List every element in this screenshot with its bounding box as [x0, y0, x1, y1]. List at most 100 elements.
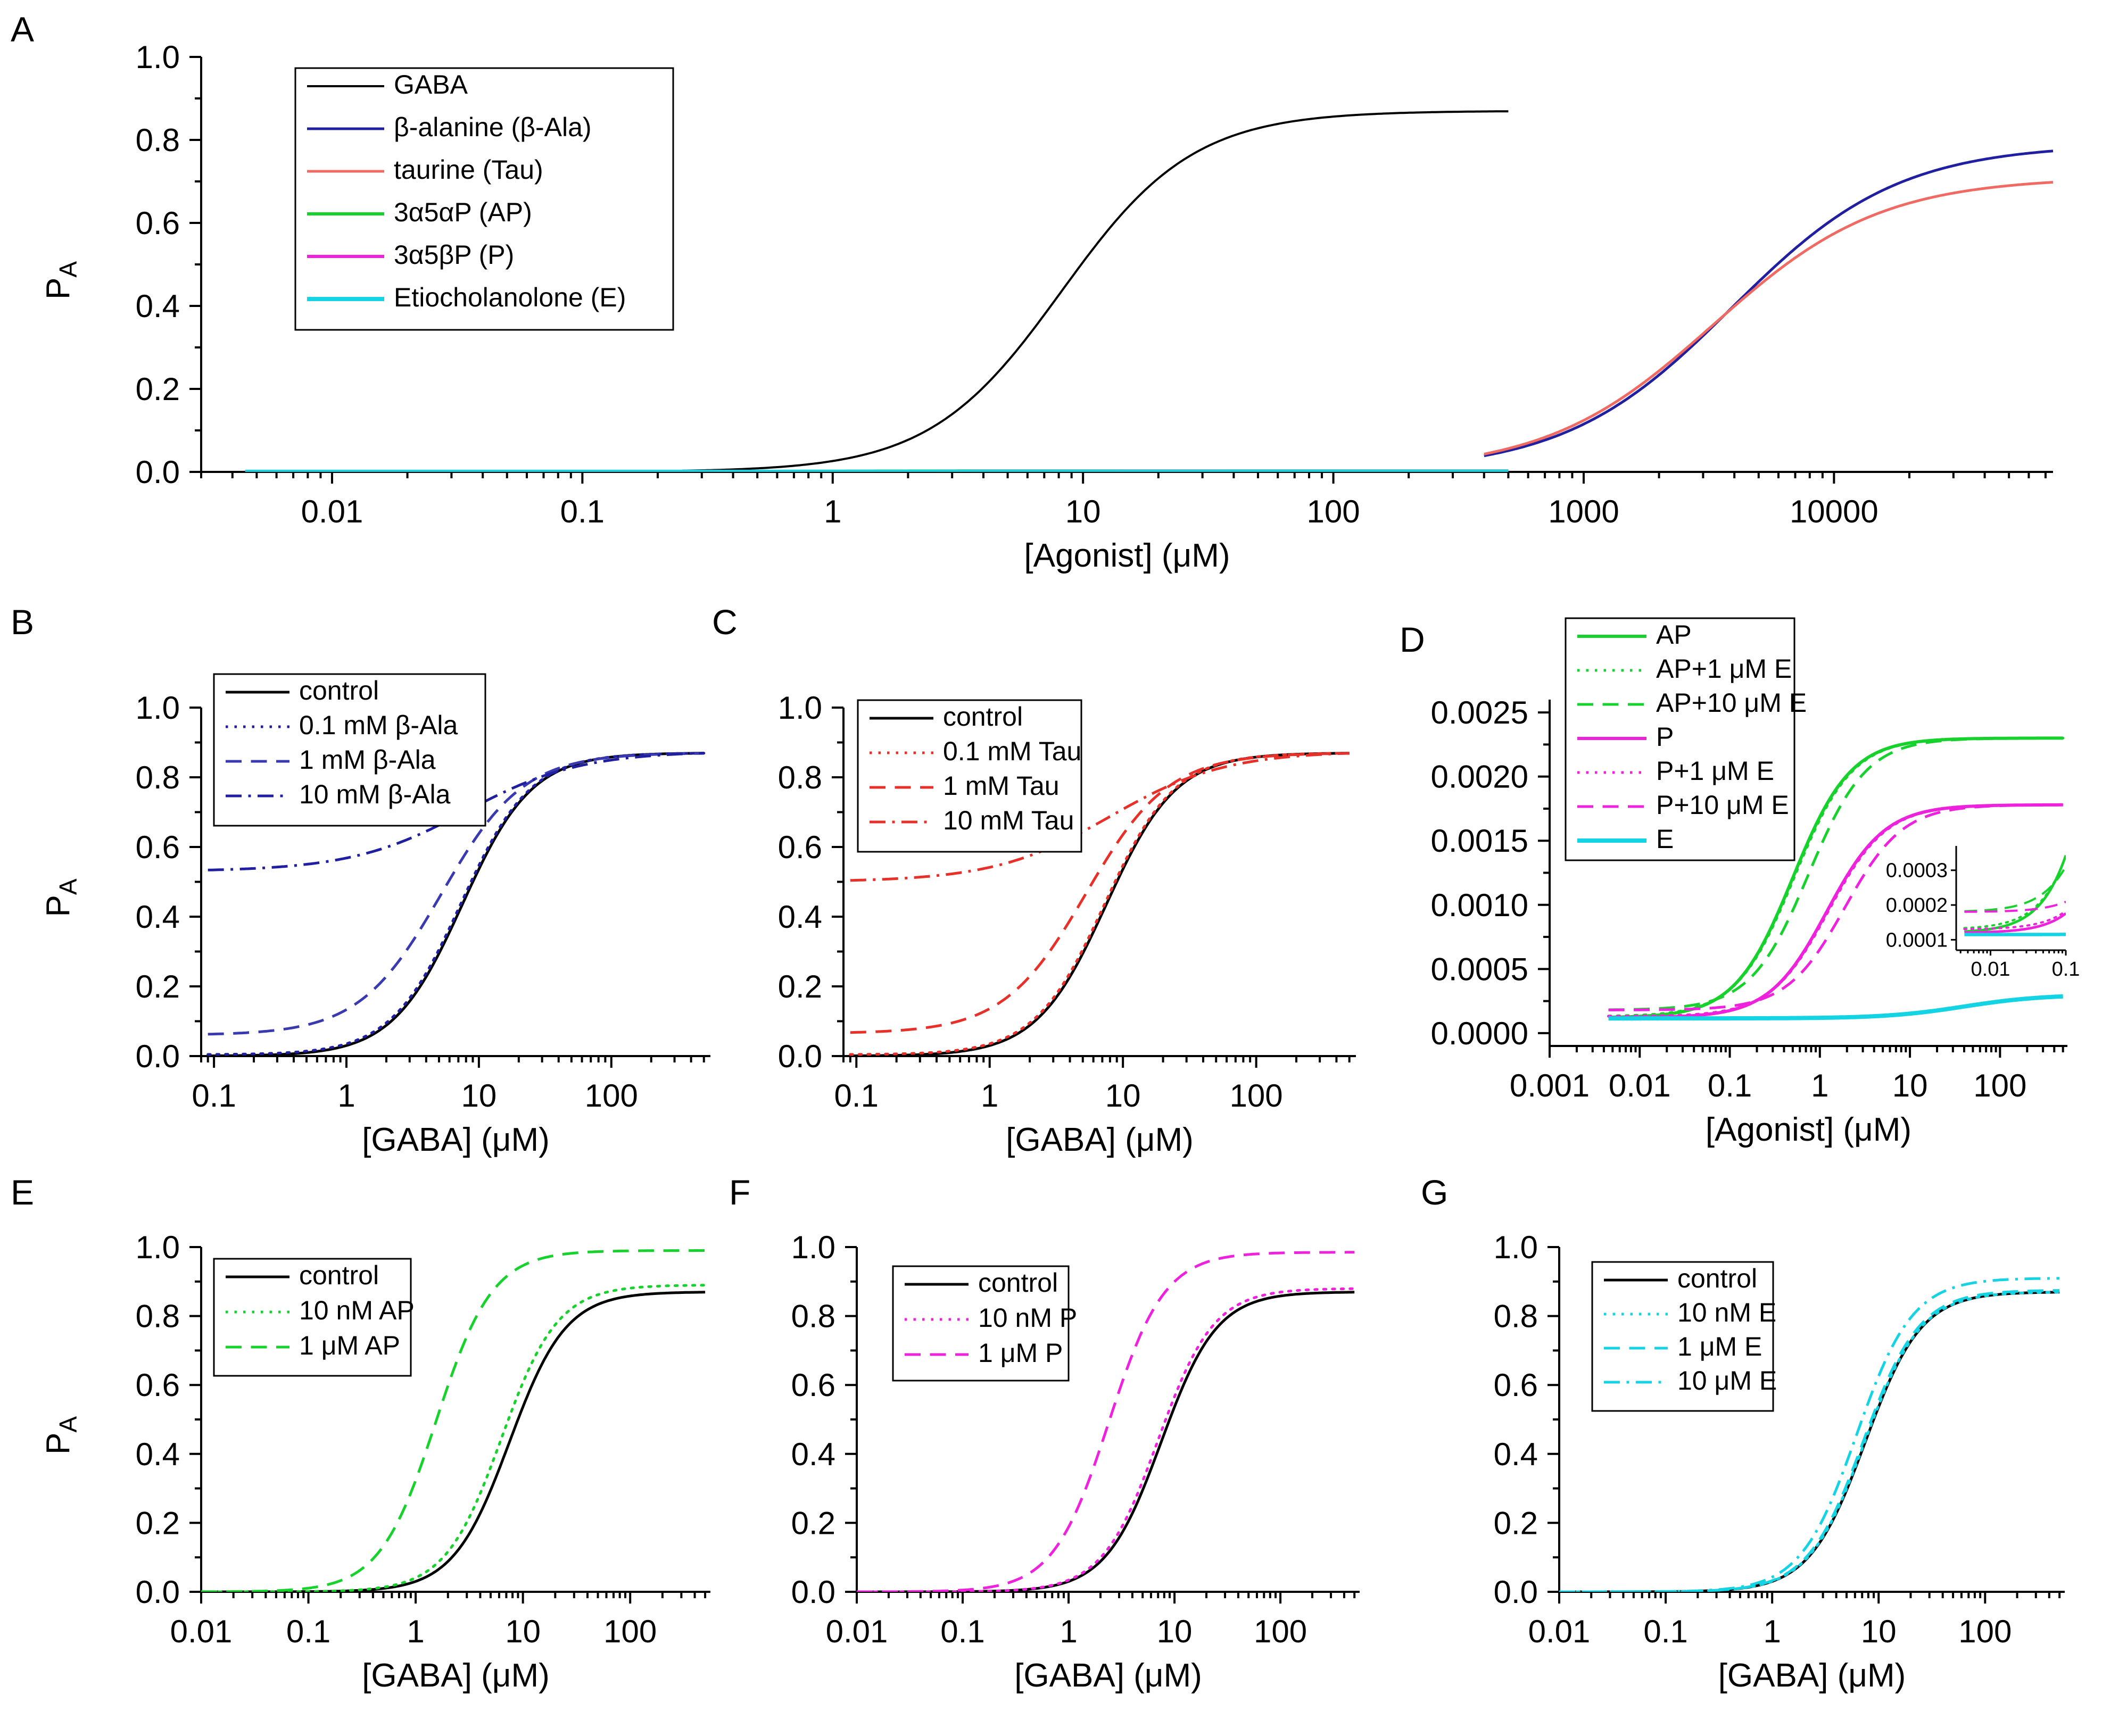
series-line-10-m-e: [1559, 1277, 2060, 1592]
y-tick-label: 0.0: [1494, 1574, 1538, 1610]
y-tick-label: 0.0: [136, 454, 180, 490]
x-tick-label: 0.1: [286, 1614, 330, 1649]
y-tick-label: 1.0: [1494, 1230, 1538, 1265]
x-axis-title: [Agonist] (μM): [1706, 1111, 1911, 1148]
legend: AP AP+1 μM E AP+10 μM E P P+1 μM E P+10 μM E E: [1565, 617, 1807, 861]
y-tick-label: 0.6: [1494, 1367, 1538, 1403]
series-line-e: [1608, 994, 2064, 1021]
series-line-10-nm-ap: [201, 1284, 707, 1592]
legend-label: 10 nM E: [1677, 1298, 1776, 1327]
x-axis-title: [GABA] (μM): [1014, 1657, 1202, 1694]
panel-letter: D: [1400, 620, 1425, 659]
series-line-1-m-e: [1559, 1289, 2060, 1592]
x-axis-title: [GABA] (μM): [1718, 1657, 1906, 1694]
x-tick-label: 100: [1973, 1068, 2026, 1103]
legend-label: 10 mM β-Ala: [299, 779, 451, 809]
y-tick-label: 0.2: [778, 969, 822, 1004]
x-tick-label: 1: [1763, 1614, 1781, 1649]
x-tick-label: 0.1: [560, 494, 605, 529]
x-tick-label: 1: [337, 1078, 355, 1114]
y-axis-title: PA: [40, 261, 82, 300]
y-tick-label: 0.8: [136, 122, 180, 158]
legend-frame: [857, 699, 1082, 853]
y-axis-title-main: P: [40, 895, 77, 917]
y-axis-title-sub: A: [54, 878, 82, 895]
x-tick-label: 0.1: [940, 1614, 984, 1649]
panel-letter: G: [1421, 1173, 1448, 1212]
y-tick-label: 0.8: [778, 760, 822, 795]
y-tick-label: 0.4: [791, 1436, 835, 1472]
y-tick-label: 1.0: [136, 39, 180, 75]
y-tick-label: 0.0025: [1430, 695, 1528, 730]
series-line-ap: [1963, 854, 2066, 933]
panel-c: 0.1 1 10 100 0.0 0.2 0.4 0.6 0.8 1.0 C [GABA] (μM) c…: [712, 602, 1356, 1158]
legend-label: 1 μM E: [1677, 1332, 1762, 1361]
y-tick-label: 0.0: [791, 1574, 835, 1610]
x-tick-label: 10000: [1790, 494, 1878, 529]
legend-label: 1 mM Tau: [943, 771, 1060, 801]
y-tick-label: 0.0020: [1430, 759, 1528, 795]
legend-frame: [213, 1258, 412, 1377]
series-line-taurine-tau-: [1484, 181, 2054, 455]
x-tick-label: 0.01: [1971, 958, 2010, 981]
x-tick-label: 10: [1892, 1068, 1928, 1103]
x-tick-label: 10: [1065, 494, 1101, 529]
legend-label: AP: [1656, 620, 1692, 650]
series-line-p-1-m-e: [1963, 910, 2066, 931]
y-tick-label: 0.0001: [1886, 929, 1948, 951]
y-tick-label: 0.0: [778, 1039, 822, 1074]
y-tick-label: 0.6: [778, 829, 822, 865]
y-tick-label: 1.0: [136, 1230, 180, 1265]
y-tick-label: 0.2: [791, 1505, 835, 1541]
y-tick-label: 0.4: [1494, 1436, 1538, 1472]
y-tick-label: 0.2: [1494, 1505, 1538, 1541]
panel-letter: C: [712, 602, 738, 642]
panel-b: 0.1 1 10 100 0.0 0.2 0.4 0.6 0.8 1.0 B [GABA] (μM) P…: [11, 602, 710, 1158]
x-tick-label: 10: [1861, 1614, 1897, 1649]
series-line-ap-10-m-e: [1964, 866, 2066, 912]
series-line-p: [1963, 912, 2066, 934]
legend-label: 10 μM E: [1677, 1366, 1777, 1396]
y-tick-label: 0.0005: [1430, 951, 1528, 987]
x-tick-label: 0.1: [1643, 1614, 1687, 1649]
x-tick-label: 100: [585, 1078, 638, 1114]
y-tick-label: 0.8: [136, 760, 180, 795]
legend-label: taurine (Tau): [394, 155, 543, 185]
x-tick-label: 0.01: [1528, 1614, 1591, 1649]
series-line-p-10-m-e: [1964, 901, 2066, 913]
x-tick-label: 0.01: [826, 1614, 888, 1649]
y-tick-label: 0.4: [136, 288, 180, 324]
panel-f: 0.01 0.1 1 10 100 0.0 0.2 0.4 0.6 0.8 1.0 F [GABA] (…: [729, 1173, 1360, 1694]
x-tick-label: 1: [1060, 1614, 1077, 1649]
y-tick-label: 1.0: [778, 690, 822, 726]
panel-letter: B: [11, 602, 34, 642]
legend-label: GABA: [394, 70, 468, 99]
legend-frame: [294, 67, 674, 331]
x-tick-label: 0.001: [1510, 1068, 1590, 1103]
series-line-1-mm-tau: [850, 752, 1350, 1034]
x-axis-title: [GABA] (μM): [362, 1122, 550, 1158]
x-tick-label: 0.01: [1609, 1068, 1671, 1103]
y-tick-label: 0.0: [136, 1574, 180, 1610]
legend-label: β-alanine (β-Ala): [394, 112, 592, 142]
legend: control 10 nM AP 1 μM AP: [213, 1258, 415, 1377]
y-axis-title-sub: A: [54, 261, 82, 278]
series-line-ap-1-m-e: [1963, 854, 2066, 929]
y-tick-label: 0.8: [136, 1299, 180, 1334]
legend-frame: [1591, 1261, 1774, 1412]
x-tick-label: 0.01: [170, 1614, 233, 1649]
legend-label: Etiocholanolone (E): [394, 283, 626, 312]
legend-label: AP+1 μM E: [1656, 654, 1792, 684]
y-axis-title-main: P: [40, 278, 77, 300]
y-tick-label: 0.0002: [1886, 894, 1948, 917]
x-tick-label: 100: [1958, 1614, 2012, 1649]
y-tick-label: 1.0: [791, 1230, 835, 1265]
legend-label: P: [1656, 722, 1674, 752]
y-tick-label: 0.2: [136, 1505, 180, 1541]
series-line--alanine-ala-: [1484, 149, 2054, 458]
y-tick-label: 1.0: [136, 690, 180, 726]
legend-label: control: [299, 1260, 379, 1290]
series-line-ap-10-m-e: [1608, 736, 2063, 1011]
series-line-1-m-p: [857, 1251, 1355, 1592]
panel-a: 0.01 0.1 1 10 100 1000 10000 0.0 0.2 0.4 0.6 0.8 1.0…: [11, 10, 2054, 574]
